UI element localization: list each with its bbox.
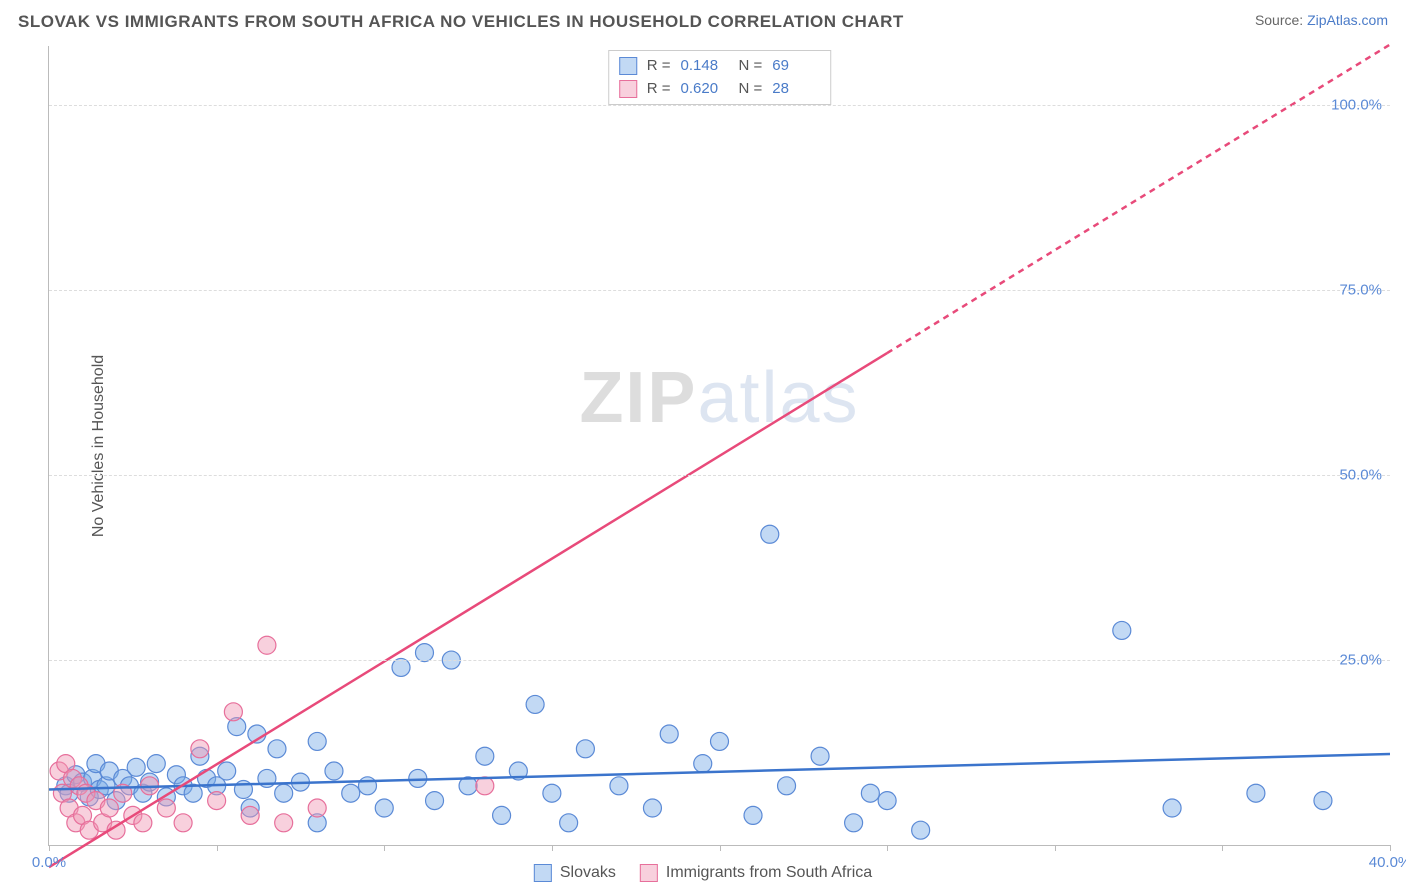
data-point	[845, 814, 863, 832]
regression-line	[49, 754, 1390, 790]
x-tick	[217, 845, 218, 851]
data-point	[643, 799, 661, 817]
data-point	[1163, 799, 1181, 817]
x-tick	[384, 845, 385, 851]
grid-line	[49, 660, 1390, 661]
data-point	[191, 740, 209, 758]
data-point	[127, 758, 145, 776]
data-point	[157, 799, 175, 817]
data-point	[778, 777, 796, 795]
data-point	[241, 806, 259, 824]
data-point	[1113, 621, 1131, 639]
legend-swatch	[534, 864, 552, 882]
data-point	[134, 814, 152, 832]
data-point	[493, 806, 511, 824]
data-point	[610, 777, 628, 795]
source-credit: Source: ZipAtlas.com	[1255, 12, 1388, 28]
data-point	[218, 762, 236, 780]
data-point	[147, 755, 165, 773]
header: SLOVAK VS IMMIGRANTS FROM SOUTH AFRICA N…	[18, 12, 1388, 32]
data-point	[476, 747, 494, 765]
legend-swatch	[640, 864, 658, 882]
legend-label: Slovaks	[560, 864, 616, 882]
data-point	[694, 755, 712, 773]
legend-item: Slovaks	[534, 864, 616, 882]
data-point	[744, 806, 762, 824]
chart-plot-area: ZIPatlas R =0.148N =69R =0.620N =28 25.0…	[48, 46, 1390, 846]
data-point	[258, 636, 276, 654]
y-tick-label: 25.0%	[1339, 652, 1382, 669]
data-point	[224, 703, 242, 721]
data-point	[560, 814, 578, 832]
x-tick	[49, 845, 50, 851]
data-point	[325, 762, 343, 780]
data-point	[861, 784, 879, 802]
data-point	[660, 725, 678, 743]
data-point	[811, 747, 829, 765]
x-tick	[1222, 845, 1223, 851]
scatter-plot-svg	[49, 46, 1390, 845]
data-point	[275, 814, 293, 832]
x-tick	[1390, 845, 1391, 851]
x-tick	[720, 845, 721, 851]
data-point	[342, 784, 360, 802]
data-point	[1247, 784, 1265, 802]
data-point	[912, 821, 930, 839]
data-point	[358, 777, 376, 795]
legend-item: Immigrants from South Africa	[640, 864, 872, 882]
data-point	[415, 644, 433, 662]
data-point	[761, 525, 779, 543]
source-prefix: Source:	[1255, 12, 1307, 28]
data-point	[174, 814, 192, 832]
legend: Slovaks Immigrants from South Africa	[534, 864, 872, 882]
data-point	[100, 799, 118, 817]
data-point	[308, 732, 326, 750]
data-point	[275, 784, 293, 802]
chart-title: SLOVAK VS IMMIGRANTS FROM SOUTH AFRICA N…	[18, 12, 904, 32]
data-point	[1314, 792, 1332, 810]
x-tick	[1055, 845, 1056, 851]
data-point	[878, 792, 896, 810]
data-point	[543, 784, 561, 802]
data-point	[375, 799, 393, 817]
source-link[interactable]: ZipAtlas.com	[1307, 12, 1388, 28]
grid-line	[49, 475, 1390, 476]
data-point	[526, 695, 544, 713]
y-tick-label: 75.0%	[1339, 282, 1382, 299]
data-point	[268, 740, 286, 758]
data-point	[476, 777, 494, 795]
x-tick-label: 40.0%	[1369, 854, 1406, 871]
data-point	[308, 799, 326, 817]
x-tick	[552, 845, 553, 851]
y-tick-label: 100.0%	[1331, 97, 1382, 114]
x-tick	[887, 845, 888, 851]
data-point	[426, 792, 444, 810]
data-point	[208, 792, 226, 810]
legend-label: Immigrants from South Africa	[666, 864, 872, 882]
y-tick-label: 50.0%	[1339, 467, 1382, 484]
x-tick-label: 0.0%	[32, 854, 66, 871]
data-point	[711, 732, 729, 750]
data-point	[576, 740, 594, 758]
regression-line-dashed	[887, 45, 1390, 354]
grid-line	[49, 290, 1390, 291]
data-point	[392, 658, 410, 676]
grid-line	[49, 105, 1390, 106]
